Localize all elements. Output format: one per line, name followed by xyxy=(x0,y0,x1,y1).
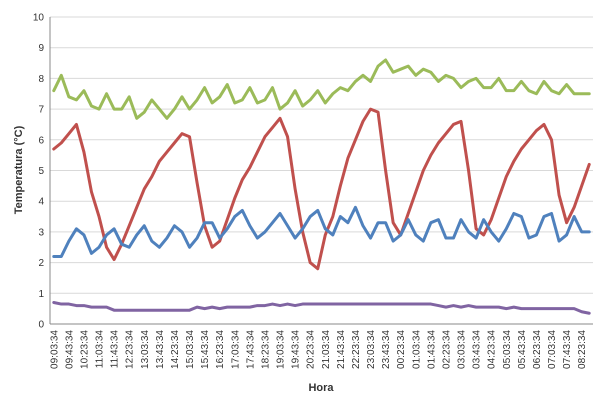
y-tick-label: 5 xyxy=(38,166,44,177)
series-line xyxy=(52,107,591,271)
x-tick-label: 16:23:34 xyxy=(215,330,226,369)
x-tick-label: 21:03:34 xyxy=(321,330,332,369)
x-tick-label: 03:03:34 xyxy=(457,330,468,369)
y-tick-label: 2 xyxy=(38,258,44,269)
x-tick-label: 03:43:34 xyxy=(472,330,483,369)
y-tick-label: 7 xyxy=(38,105,44,116)
x-tick-label: 10:23:34 xyxy=(79,330,90,369)
y-tick-label: 10 xyxy=(33,13,45,24)
x-tick-label: 07:03:34 xyxy=(547,330,558,369)
x-tick-label: 17:03:34 xyxy=(230,330,241,369)
x-tick-label: 00:23:34 xyxy=(396,330,407,369)
x-tick-label: 14:23:34 xyxy=(170,330,181,369)
x-tick-label: 19:43:34 xyxy=(291,330,302,369)
y-tick-label: 3 xyxy=(38,227,44,238)
x-tick-label: 22:23:34 xyxy=(351,330,362,369)
x-tick-label: 08:23:34 xyxy=(577,330,588,369)
y-tick-label: 9 xyxy=(38,43,44,54)
x-tick-label: 18:23:34 xyxy=(260,330,271,369)
x-tick-label: 05:43:34 xyxy=(517,330,528,369)
x-tick-label: 06:23:34 xyxy=(532,330,543,369)
x-tick-label: 17:43:34 xyxy=(245,330,256,369)
x-axis-title: Hora xyxy=(308,382,334,394)
x-tick-label: 20:23:34 xyxy=(306,330,317,369)
y-tick-label: 6 xyxy=(38,135,44,146)
x-tick-label: 01:43:34 xyxy=(426,330,437,369)
x-tick-label: 13:43:34 xyxy=(155,330,166,369)
x-tick-label: 15:43:34 xyxy=(200,330,211,369)
x-tick-label: 05:03:34 xyxy=(502,330,513,369)
y-tick-label: 8 xyxy=(38,74,44,85)
x-tick-label: 23:43:34 xyxy=(381,330,392,369)
x-tick-label: 09:43:34 xyxy=(64,330,75,369)
x-tick-label: 09:03:34 xyxy=(49,330,60,369)
x-tick-label: 11:43:34 xyxy=(110,330,121,369)
x-tick-label: 02:23:34 xyxy=(441,330,452,369)
x-tick-label: 13:03:34 xyxy=(140,330,151,369)
y-tick-label: 4 xyxy=(38,197,44,208)
series-line xyxy=(52,205,591,258)
x-tick-label: 21:43:34 xyxy=(336,330,347,369)
series-line xyxy=(52,58,591,120)
y-tick-label: 0 xyxy=(38,320,44,331)
y-tick-label: 1 xyxy=(38,289,44,300)
series-line xyxy=(52,301,591,315)
x-tick-label: 07:43:34 xyxy=(562,330,573,369)
x-tick-label: 23:03:34 xyxy=(366,330,377,369)
x-tick-label: 12:23:34 xyxy=(125,330,136,369)
x-tick-label: 19:03:34 xyxy=(276,330,287,369)
y-axis-title: Temperatura (°C) xyxy=(13,125,25,214)
x-tick-label: 15:03:34 xyxy=(185,330,196,369)
x-tick-label: 01:03:34 xyxy=(411,330,422,369)
x-tick-label: 04:23:34 xyxy=(487,330,498,369)
x-tick-label: 11:03:34 xyxy=(95,330,106,369)
